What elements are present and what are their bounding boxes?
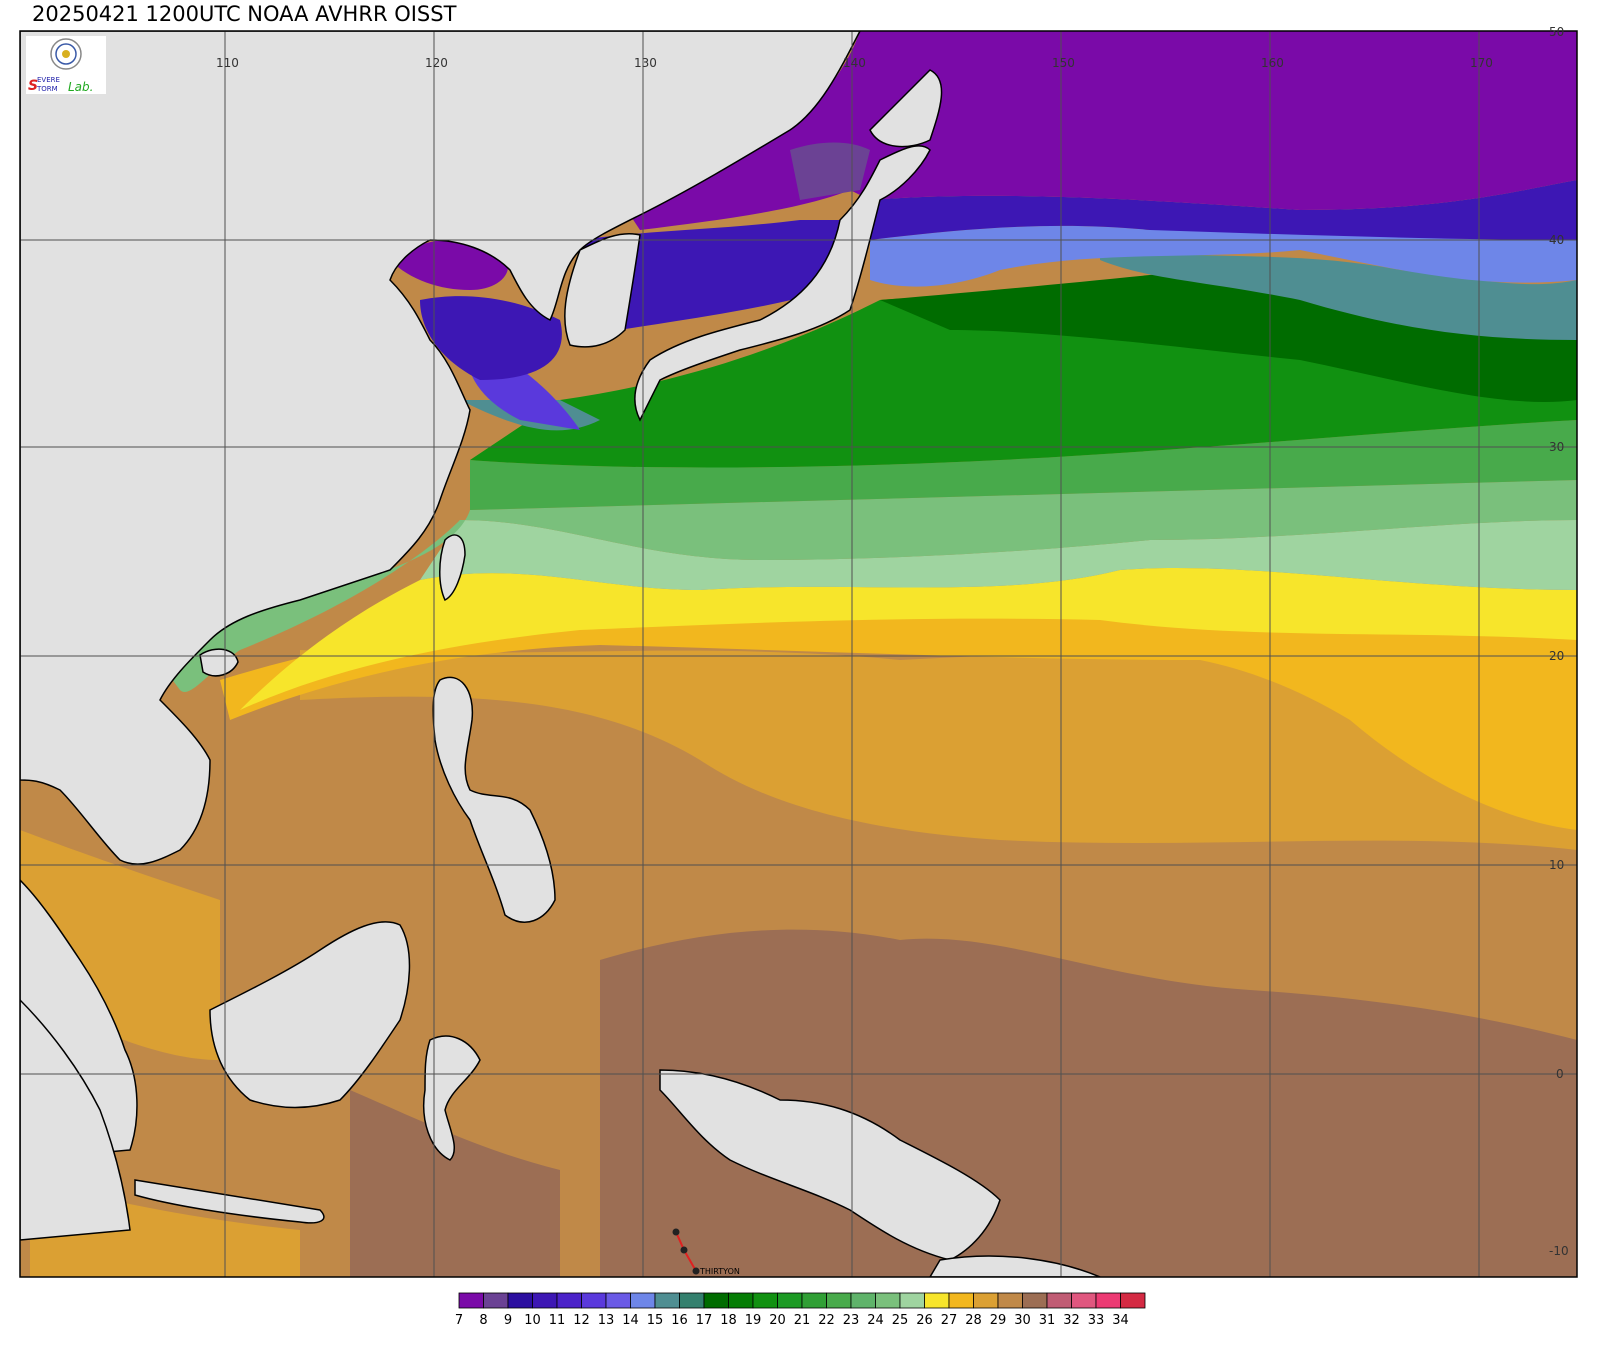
sst-band-18 <box>880 270 1577 402</box>
land-sumatra <box>20 998 131 1241</box>
lat-tick: 40 <box>1549 233 1564 247</box>
sst-band-7 <box>390 31 1577 290</box>
lat-tick: 20 <box>1549 649 1564 663</box>
lat-lon-grid <box>20 31 1577 1277</box>
sst-band-28b <box>300 640 1577 850</box>
land-taiwan <box>439 534 466 602</box>
svg-text:Lab.: Lab. <box>68 80 93 94</box>
sst-band-24 <box>150 480 1577 692</box>
lat-tick: 30 <box>1549 440 1564 454</box>
lon-tick: 130 <box>634 56 657 70</box>
map-frame <box>19 30 1578 1278</box>
lat-tick: -10 <box>1549 1244 1569 1258</box>
sst-band-26 <box>240 567 1577 710</box>
svg-text:S: S <box>28 78 38 94</box>
storm-track: THIRTYON <box>672 1228 740 1276</box>
sst-band-30b <box>350 1090 560 1277</box>
svg-text:EVERE: EVERE <box>37 76 60 84</box>
lon-tick: 140 <box>843 56 866 70</box>
map-title: 20250421 1200UTC NOAA AVHRR OISST <box>32 2 457 26</box>
lon-tick: 160 <box>1261 56 1284 70</box>
land-new-guinea <box>659 1069 1001 1261</box>
land-philippines <box>432 676 556 923</box>
land-hokkaido <box>869 69 943 148</box>
sst-band-14 <box>870 225 1577 287</box>
severe-storm-lab-logo: S EVERE TORM Lab. <box>26 36 106 94</box>
sst-band-25 <box>420 520 1577 590</box>
lat-tick: 10 <box>1549 858 1564 872</box>
sst-band-8 <box>790 142 870 200</box>
land-borneo <box>209 921 411 1109</box>
agency-seal-icon: S EVERE TORM Lab. <box>28 38 93 94</box>
land-sulawesi <box>423 1035 481 1161</box>
sst-band-15 <box>460 250 1577 431</box>
lon-tick: 120 <box>425 56 448 70</box>
land-asia <box>20 31 861 865</box>
lon-tick: 150 <box>1052 56 1075 70</box>
sst-band-22 <box>470 420 1577 510</box>
lon-tick: 170 <box>1470 56 1493 70</box>
lon-tick: 110 <box>216 56 239 70</box>
land-korea <box>564 232 641 348</box>
lat-tick: 50 <box>1549 25 1564 39</box>
svg-text:TORM: TORM <box>36 85 58 93</box>
lat-tick: 0 <box>1556 1067 1564 1081</box>
storm-position-marker <box>672 1228 680 1236</box>
land-java <box>134 1179 325 1224</box>
storm-position-marker <box>680 1246 688 1254</box>
storm-label: THIRTYON <box>699 1267 740 1276</box>
sst-band-27 <box>220 607 1577 830</box>
land-japan <box>634 145 931 422</box>
sst-band-11 <box>420 180 1577 380</box>
storm-position-marker <box>692 1267 700 1275</box>
